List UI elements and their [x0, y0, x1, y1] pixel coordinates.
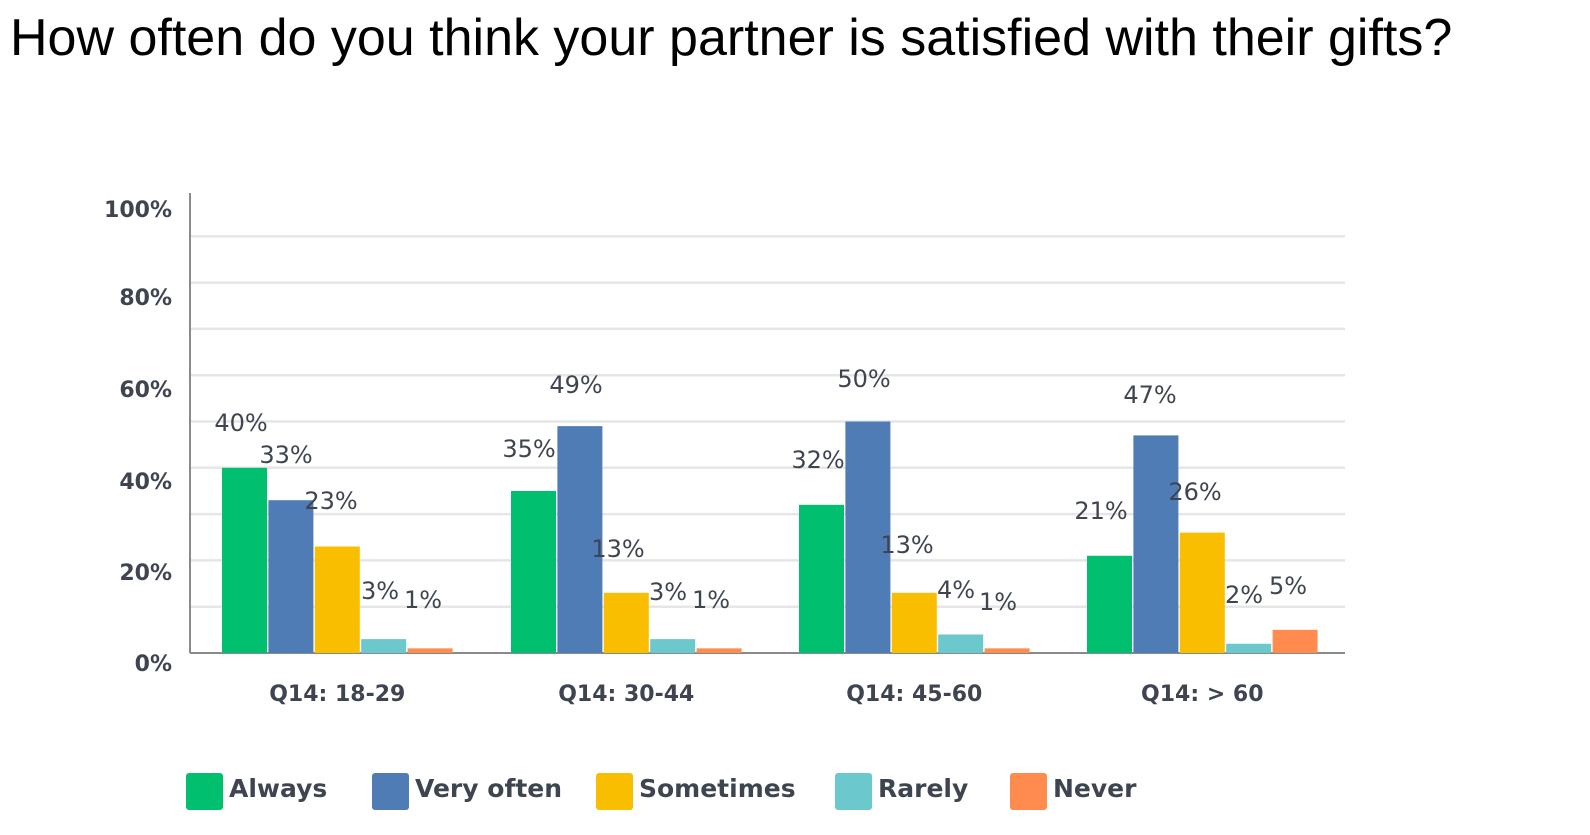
bar-always — [511, 490, 556, 653]
x-tick-label: Q14: 18-29 — [269, 682, 405, 707]
data-label-sometimes: 13% — [591, 535, 644, 563]
y-tick-label: 20% — [119, 561, 172, 586]
y-tick-label: 40% — [119, 470, 172, 495]
x-tick-label: Q14: > 60 — [1141, 682, 1263, 707]
data-label-sometimes: 23% — [304, 487, 357, 515]
data-label-never: 1% — [404, 586, 442, 614]
bar-very-often — [557, 426, 603, 653]
data-label-sometimes: 13% — [880, 531, 933, 559]
y-tick-label: 100% — [104, 198, 172, 223]
data-label-very-often: 50% — [837, 365, 890, 393]
bar-rarely — [650, 639, 696, 653]
legend-swatch-sometimes — [596, 773, 633, 810]
data-label-rarely: 2% — [1225, 581, 1263, 609]
bar-very-often — [845, 421, 891, 653]
data-label-always: 40% — [214, 409, 267, 437]
y-tick-label: 0% — [135, 652, 172, 677]
gridlines — [190, 235, 1345, 608]
legend-label-very-often: Very often — [415, 774, 562, 803]
bar-sometimes — [891, 592, 937, 653]
bar-never — [984, 648, 1030, 653]
data-labels: 40%33%23%3% 1%35%49%13%3% 1%32%50%13%4% 1%2… — [214, 365, 1307, 616]
data-label-very-often: 47% — [1123, 381, 1176, 409]
bar-rarely — [361, 639, 407, 653]
data-label-never: 1% — [692, 586, 730, 614]
data-label-rarely: 3% — [361, 577, 399, 605]
bar-always — [222, 467, 267, 653]
bar-never — [696, 648, 742, 653]
legend-swatch-always — [186, 773, 223, 810]
data-label-rarely: 3% — [649, 578, 687, 606]
legend-label-always: Always — [229, 774, 327, 803]
data-label-very-often: 49% — [549, 371, 602, 399]
data-label-very-often: 33% — [259, 441, 312, 469]
data-label-always: 32% — [791, 446, 844, 474]
data-label-sometimes: 26% — [1168, 478, 1221, 506]
legend-label-rarely: Rarely — [878, 774, 968, 803]
legend-swatch-rarely — [835, 773, 872, 810]
x-tick-label: Q14: 30-44 — [558, 682, 694, 707]
legend: Always Very often Sometimes Rarely Never — [186, 773, 1137, 810]
bar-sometimes — [603, 592, 649, 653]
data-label-always: 21% — [1074, 497, 1127, 525]
bar-never — [1272, 629, 1318, 653]
data-label-always: 35% — [502, 435, 555, 463]
data-label-never: 5% — [1269, 572, 1307, 600]
data-label-rarely: 4% — [937, 576, 975, 604]
legend-label-sometimes: Sometimes — [639, 774, 796, 803]
legend-swatch-never — [1010, 773, 1047, 810]
bar-very-often — [268, 500, 314, 653]
y-tick-label: 80% — [119, 286, 172, 311]
x-tick-label: Q14: 45-60 — [846, 682, 982, 707]
y-tick-label: 60% — [119, 378, 172, 403]
bar-very-often — [1133, 435, 1179, 653]
bar-sometimes — [1179, 532, 1225, 653]
legend-swatch-very-often — [372, 773, 409, 810]
bars — [222, 421, 1318, 653]
bar-always — [1087, 555, 1132, 653]
chart-title: How often do you think your partner is s… — [10, 9, 1453, 67]
data-label-never: 1% — [979, 588, 1017, 616]
bar-rarely — [938, 634, 984, 653]
bar-never — [407, 648, 453, 653]
bar-sometimes — [314, 546, 360, 653]
bar-rarely — [1226, 643, 1272, 653]
bar-always — [799, 504, 844, 653]
legend-label-never: Never — [1053, 774, 1137, 803]
